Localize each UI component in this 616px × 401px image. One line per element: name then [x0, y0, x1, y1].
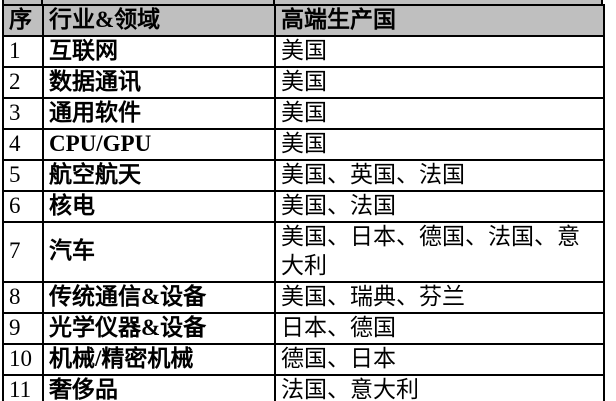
table-row: 9 光学仪器&设备 日本、德国 — [2, 311, 605, 345]
col-header-index: 序 — [2, 4, 44, 37]
countries-cell: 美国 — [274, 96, 605, 130]
table-row: 5 航空航天 美国、英国、法国 — [2, 158, 605, 192]
table-row: 11 奢侈品 法国、意大利 — [2, 373, 605, 401]
countries-cell: 美国、法国 — [274, 189, 605, 223]
table-row: 10 机械/精密机械 德国、日本 — [2, 342, 605, 376]
row-index-cell: 5 — [2, 158, 44, 192]
row-index-cell: 7 — [2, 220, 44, 283]
industry-cell: 核电 — [42, 189, 276, 223]
industry-cell: CPU/GPU — [42, 127, 276, 161]
row-index-cell: 4 — [2, 127, 44, 161]
col-header-countries: 高端生产国 — [274, 4, 605, 37]
column-divider — [41, 0, 43, 4]
row-index-cell: 6 — [2, 189, 44, 223]
countries-cell: 日本、德国 — [274, 311, 605, 345]
table-row: 2 数据通讯 美国 — [2, 65, 605, 99]
header-row: 序 行业&领域 高端生产国 — [2, 4, 605, 37]
row-index-cell: 8 — [2, 280, 44, 314]
industry-countries-table: 序 行业&领域 高端生产国 1 互联网 美国 2 数据通讯 美国 3 — [2, 4, 605, 401]
countries-cell: 美国 — [274, 34, 605, 68]
industry-cell: 机械/精密机械 — [42, 342, 276, 376]
industry-cell: 汽车 — [42, 220, 276, 283]
row-index-cell: 9 — [2, 311, 44, 345]
column-divider — [273, 0, 275, 4]
industry-cell: 传统通信&设备 — [42, 280, 276, 314]
table-row: 1 互联网 美国 — [2, 34, 605, 68]
row-index-cell: 10 — [2, 342, 44, 376]
row-index-cell: 3 — [2, 96, 44, 130]
industry-cell: 光学仪器&设备 — [42, 311, 276, 345]
row-index-cell: 2 — [2, 65, 44, 99]
countries-cell: 美国 — [274, 65, 605, 99]
countries-cell: 美国 — [274, 127, 605, 161]
industry-cell: 奢侈品 — [42, 373, 276, 401]
industry-cell: 通用软件 — [42, 96, 276, 130]
table-row: 8 传统通信&设备 美国、瑞典、芬兰 — [2, 280, 605, 314]
countries-cell: 法国、意大利 — [274, 373, 605, 401]
industry-cell: 互联网 — [42, 34, 276, 68]
industry-table-wrap: 序 行业&领域 高端生产国 1 互联网 美国 2 数据通讯 美国 3 — [2, 0, 605, 401]
countries-cell: 美国、瑞典、芬兰 — [274, 280, 605, 314]
industry-cell: 航空航天 — [42, 158, 276, 192]
row-index-cell: 1 — [2, 34, 44, 68]
row-index-cell: 11 — [2, 373, 44, 401]
table-row: 4 CPU/GPU 美国 — [2, 127, 605, 161]
industry-cell: 数据通讯 — [42, 65, 276, 99]
table-row: 6 核电 美国、法国 — [2, 189, 605, 223]
table-row: 7 汽车 美国、日本、德国、法国、意大利 — [2, 220, 605, 283]
countries-cell: 德国、日本 — [274, 342, 605, 376]
table-top-strip — [2, 0, 603, 4]
table-row: 3 通用软件 美国 — [2, 96, 605, 130]
countries-cell: 美国、日本、德国、法国、意大利 — [274, 220, 605, 283]
countries-cell: 美国、英国、法国 — [274, 158, 605, 192]
col-header-industry: 行业&领域 — [42, 4, 276, 37]
